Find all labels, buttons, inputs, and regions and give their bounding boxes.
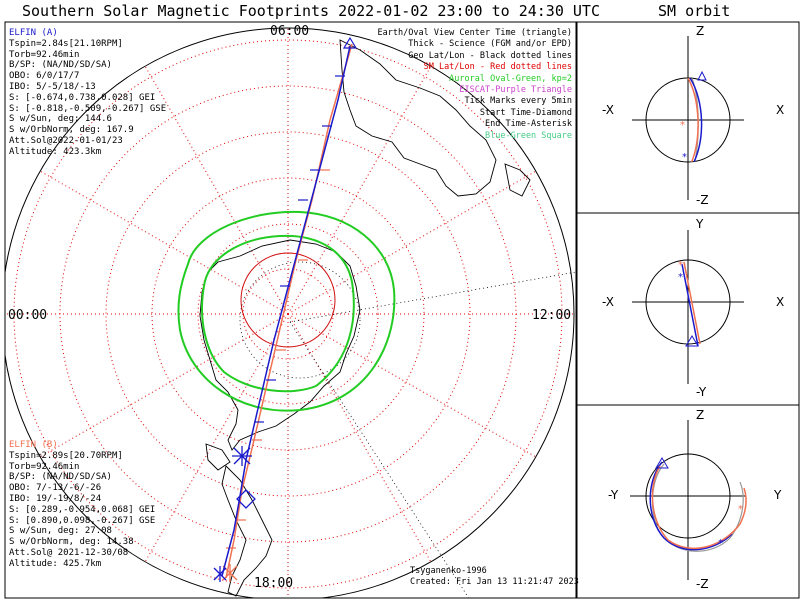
geo-grid [239,261,576,598]
orbit2-bottom-label: -Y [696,385,707,399]
elfin-a-info: ELFIN (A) Tspin=2.84s[21.10RPM] Torb=92.… [9,28,166,158]
elfin-a-line: Tspin=2.84s[21.10RPM] [9,38,123,49]
svg-text:*: * [678,260,683,271]
orbit2-left-label: -X [602,295,614,309]
continent-outlines [199,39,531,597]
orbit1-bottom-label: -Z [696,193,709,207]
orbit-title: SM orbit [658,2,731,20]
elfin-b-ticks [226,169,330,549]
orbit1-left-label: -X [602,103,614,117]
orbit-a-marker: * [682,152,687,163]
legend-entry: Blue-Green Square [485,130,572,141]
legend-entry: EISCAT-Purple Triangle [459,84,572,95]
elfin-b-line: OBO: 7/-13/-6/-26 [9,483,102,494]
elfin-a-line: IBO: 5/-5/18/-13 [9,81,96,92]
elfin-a-line: S: [-0.674,0.738,0.028] GEI [9,92,156,103]
elfin-a-line: Att.Sol@2022-01-01/23 [9,135,123,146]
orbit2-right-label: X [776,295,785,309]
orbit3-top-label: Z [696,408,705,422]
polar-map [5,27,576,598]
elfin-b-line: S: [0.289,-0.954,0.068] GEI [9,504,156,515]
elfin-b-line: S w/OrbNorm, deg: 14.38 [9,537,134,548]
elfin-a-line: S: [-0.818,-0.509,-0.267] GSE [9,103,167,114]
svg-text:*: * [738,504,743,515]
elfin-a-start-diamond [236,489,256,509]
elfin-a-line: Torb=92.46min [9,49,80,60]
auroral-oval-outer [177,210,396,412]
svg-text:*: * [678,272,683,283]
elfin-a-name: ELFIN (A) [9,28,58,38]
credit-model: Tsyganenko-1996 [410,566,487,576]
orbit-frame [576,21,800,599]
elfin-a-track [221,45,351,577]
map-label-left: 00:00 [8,308,48,323]
svg-text:*: * [718,538,723,549]
elfin-a-view-asterisk [232,446,252,466]
legend-entry: Geo Lat/Lon - Black dotted lines [408,50,572,61]
elfin-a-line: S w/OrbNorm, deg: 167.9 [9,125,134,136]
elfin-b-line: IBO: 19/-19/8/-24 [9,493,102,504]
elfin-b-info: ELFIN (B) Tspin=2.89s[20.70RPM] Torb=92.… [9,440,155,570]
elfin-a-view-triangle [342,36,358,49]
map-label-right: 12:00 [532,308,572,323]
sm-inner-circle [240,252,336,348]
orbit-panel-xz: * * [632,36,744,200]
orbit3-bottom-label: -Z [696,577,709,591]
orbit1-right-label: X [776,103,785,117]
map-label-bottom: 18:00 [254,576,294,591]
main-title: Southern Solar Magnetic Footprints 2022-… [22,2,600,20]
elfin-b-line: Tspin=2.89s[20.70RPM] [9,450,123,461]
elfin-a-line: OBO: 6/0/17/7 [9,71,80,82]
orbit2-top-label: Y [696,217,704,231]
credits: Tsyganenko-1996 Created: Fri Jan 13 11:2… [410,566,579,588]
orbit1-top-label: Z [696,24,705,38]
orbit3-left-label: -Y [608,488,619,502]
elfin-a-end-asterisk [213,566,227,582]
elfin-b-line: S w/Sun, deg: 27.08 [9,526,112,537]
orbit3-right-label: Y [774,488,782,502]
orbit-panel-xy: * * [632,230,744,384]
orbit-panel-yz: * * [630,420,747,580]
elfin-b-line: Torb=92.46min [9,461,80,472]
elfin-a-ticks [254,75,345,423]
legend-entry: Auroral Oval-Green, kp=2 [449,73,572,84]
elfin-b-name: ELFIN (B) [9,440,58,450]
elfin-b-track [225,43,353,579]
elfin-a-line: B/SP: (NA/ND/SD/SA) [9,60,112,71]
legend-entry: End Time-Asterisk [485,119,572,130]
legend-entry: Tick Marks every 5min [464,96,572,107]
auroral-oval-inner [201,234,355,393]
map-boundary-circle [5,27,575,598]
legend-entry: SM Lat/Lon - Red dotted lines [423,62,572,73]
map-label-top: 06:00 [270,24,310,39]
credit-created: Created: Fri Jan 13 11:21:47 2023 [410,576,579,587]
elfin-b-line: Att.Sol@ 2021-12-30/08 [9,547,129,558]
orbit-b-marker: * [680,120,685,131]
elfin-b-line: S: [0.890,0.098,-0.267] GSE [9,515,156,526]
legend-entry: Start Time-Diamond [479,107,572,118]
elfin-b-line: Altitude: 425.7km [9,558,102,569]
legend: Earth/Oval View Center Time (triangle) T… [378,28,572,142]
elfin-a-line: Altitude: 423.3km [9,146,102,157]
elfin-b-line: B/SP: (NA/ND/SD/SA) [9,472,112,483]
legend-entry: Thick - Science (FGM and/or EPD) [408,39,572,50]
map-frame [4,21,577,599]
legend-entry: Earth/Oval View Center Time (triangle) [377,28,572,38]
elfin-a-line: S w/Sun, deg: 144.6 [9,114,112,125]
